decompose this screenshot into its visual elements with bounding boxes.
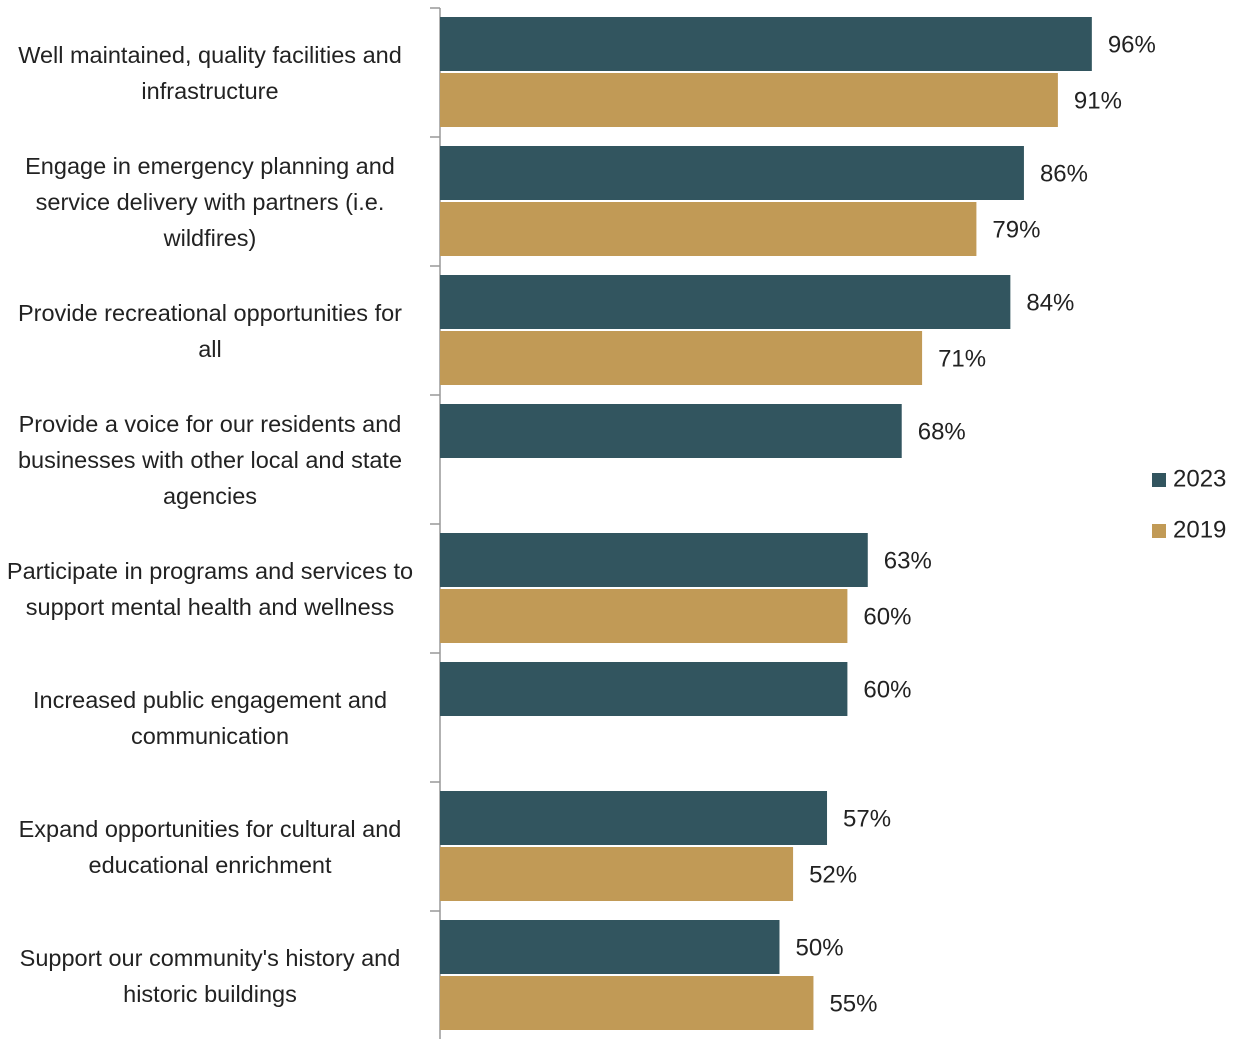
category-label: Participate in programs and services to …: [6, 557, 414, 620]
value-label: 57%: [843, 805, 891, 832]
bar: [440, 146, 1024, 200]
value-label: 60%: [863, 676, 911, 703]
value-label: 86%: [1040, 160, 1088, 187]
value-label: 68%: [918, 418, 966, 445]
category-label: Well maintained, quality facilities and …: [18, 41, 402, 104]
value-label: 55%: [829, 990, 877, 1017]
bar: [440, 202, 977, 256]
category-label-box: Expand opportunities for cultural and ed…: [18, 815, 402, 878]
category-label-box: Support our community's history and hist…: [19, 944, 401, 1007]
bar: [440, 976, 814, 1030]
category-label-box: Increased public engagement and communic…: [32, 686, 388, 749]
bar: [440, 73, 1058, 127]
category-label-box: Engage in emergency planning and service…: [25, 152, 395, 251]
legend-swatch: [1152, 524, 1166, 538]
bar: [440, 920, 780, 974]
value-label: 52%: [809, 861, 857, 888]
value-label: 60%: [863, 603, 911, 630]
category-label-box: Provide recreational opportunities for a…: [17, 299, 403, 362]
value-label: 79%: [992, 216, 1040, 243]
category-label-box: Participate in programs and services to …: [6, 557, 414, 620]
category-label: Expand opportunities for cultural and ed…: [18, 815, 402, 878]
category-label: Provide a voice for our residents and bu…: [17, 410, 403, 509]
value-label: 63%: [884, 547, 932, 574]
bar: [440, 847, 794, 901]
value-label: 71%: [938, 345, 986, 372]
value-label: 84%: [1026, 289, 1074, 316]
legend-swatch: [1152, 473, 1166, 487]
category-label: Support our community's history and hist…: [19, 944, 401, 1007]
value-label: 91%: [1074, 87, 1122, 114]
bar: [440, 791, 828, 845]
bar: [440, 533, 868, 587]
category-label-box: Well maintained, quality facilities and …: [18, 41, 402, 104]
value-label: 50%: [796, 934, 844, 961]
category-label: Engage in emergency planning and service…: [25, 152, 395, 251]
bar: [440, 331, 923, 385]
legend-label: 2023: [1173, 465, 1226, 492]
bar: [440, 275, 1011, 329]
category-label: Provide recreational opportunities for a…: [17, 299, 403, 362]
value-label: 96%: [1108, 31, 1156, 58]
bar: [440, 589, 848, 643]
bar: [440, 17, 1092, 71]
category-label-box: Provide a voice for our residents and bu…: [17, 410, 403, 509]
category-label: Increased public engagement and communic…: [32, 686, 388, 749]
bar: [440, 662, 848, 716]
bar: [440, 404, 902, 458]
legend-label: 2019: [1173, 516, 1226, 543]
